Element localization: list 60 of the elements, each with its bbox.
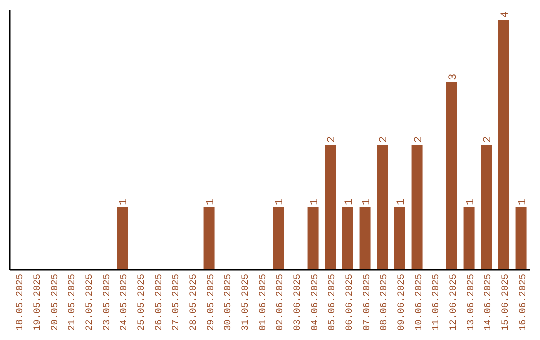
bar	[446, 82, 458, 270]
data-label: 1	[517, 198, 530, 206]
x-tick-label: 09.06.2025	[396, 274, 407, 332]
x-tick-label: 12.06.2025	[448, 274, 459, 332]
x-tick-label: 29.05.2025	[205, 274, 216, 332]
data-label: 1	[274, 198, 287, 206]
data-label: 2	[482, 136, 495, 143]
x-tick-label: 27.05.2025	[170, 274, 182, 332]
data-label: 1	[361, 198, 374, 206]
x-tick-label: 01.06.2025	[257, 274, 268, 332]
x-tick-label: 14.06.2025	[482, 274, 494, 332]
data-label: 2	[378, 136, 391, 143]
x-tick-label: 15.06.2025	[500, 274, 511, 332]
bar	[325, 145, 336, 270]
bar	[117, 208, 128, 270]
bar	[308, 208, 319, 270]
x-tick-label: 05.06.2025	[326, 274, 338, 332]
bar	[412, 145, 423, 270]
x-tick-label: 28.05.2025	[188, 274, 199, 332]
x-tick-label: 19.05.2025	[32, 274, 43, 332]
x-tick-label: 16.06.2025	[517, 274, 528, 332]
x-tick-label: 21.05.2025	[66, 274, 78, 332]
data-label: 1	[344, 198, 356, 206]
x-tick-label: 08.06.2025	[378, 274, 390, 332]
data-label: 2	[326, 136, 339, 143]
bar	[360, 208, 371, 270]
bar	[342, 208, 354, 270]
data-label: 4	[500, 11, 512, 18]
x-tick-label: 11.06.2025	[430, 274, 442, 332]
x-tick-label: 26.05.2025	[153, 274, 164, 332]
bar	[481, 145, 492, 270]
data-label: 1	[465, 198, 478, 206]
bar	[204, 208, 215, 270]
x-tick-label: 31.05.2025	[240, 274, 251, 332]
x-tick-label: 22.05.2025	[84, 274, 95, 332]
data-label: 1	[309, 198, 322, 206]
x-tick-label: 23.05.2025	[101, 274, 112, 332]
x-tick-label: 02.06.2025	[274, 274, 286, 332]
data-label: 1	[396, 198, 408, 206]
x-tick-label: 04.06.2025	[309, 274, 320, 332]
data-label: 2	[413, 136, 426, 143]
x-tick-label: 10.06.2025	[413, 274, 424, 332]
bar	[498, 20, 510, 270]
bar	[273, 208, 284, 270]
x-tick-label: 07.06.2025	[361, 274, 372, 332]
data-label: 1	[205, 198, 218, 206]
data-label: 1	[118, 198, 131, 206]
x-tick-label: 06.06.2025	[344, 274, 355, 332]
x-tick-label: 20.05.2025	[49, 274, 60, 332]
bar	[394, 208, 406, 270]
x-tick-label: 30.05.2025	[222, 274, 234, 332]
bar	[516, 208, 527, 270]
data-label: 3	[448, 74, 460, 80]
x-tick-label: 24.05.2025	[118, 274, 130, 332]
x-tick-label: 18.05.2025	[14, 274, 26, 332]
x-tick-label: 25.05.2025	[136, 274, 147, 332]
bar	[464, 208, 475, 270]
x-tick-label: 03.06.2025	[292, 274, 303, 332]
x-tick-label: 13.06.2025	[465, 274, 476, 332]
bar	[377, 145, 388, 270]
